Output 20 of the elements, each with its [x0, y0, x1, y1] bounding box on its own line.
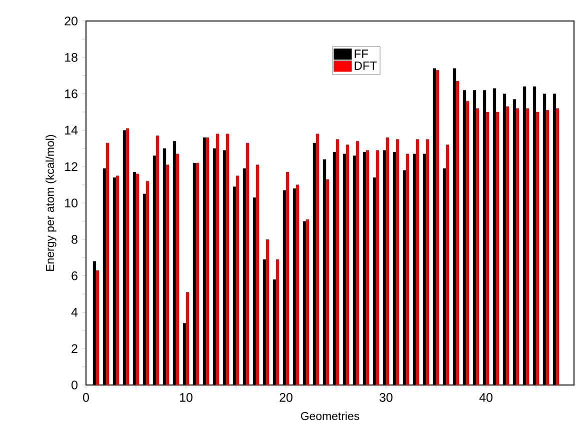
x-tick-label: 30 — [380, 393, 392, 402]
x-tick-label: 40 — [479, 393, 492, 402]
y-tick-label: 8 — [72, 234, 78, 244]
x-axis-title: Geometries — [300, 412, 360, 420]
y-tick-label: 12 — [65, 162, 78, 171]
x-tick-label: 20 — [280, 393, 292, 402]
y-tick-label: 16 — [65, 89, 78, 98]
legend-label: FF — [354, 50, 368, 58]
y-tick-label: 18 — [65, 52, 78, 62]
y-tick-label: 14 — [65, 126, 78, 134]
legend-label: DFT — [354, 62, 377, 70]
y-tick-label: 20 — [64, 16, 78, 26]
y-tick-label: 10 — [65, 198, 78, 208]
y-tick-label: 2 — [72, 344, 78, 353]
y-axis-title: Energy per atom (kcal/mol) — [46, 134, 56, 271]
x-tick-label: 0 — [83, 393, 89, 402]
y-tick-label: 4 — [71, 308, 78, 316]
y-tick-label: 0 — [72, 380, 78, 390]
y-tick-label: 6 — [72, 271, 78, 280]
x-tick-label: 10 — [180, 393, 192, 402]
